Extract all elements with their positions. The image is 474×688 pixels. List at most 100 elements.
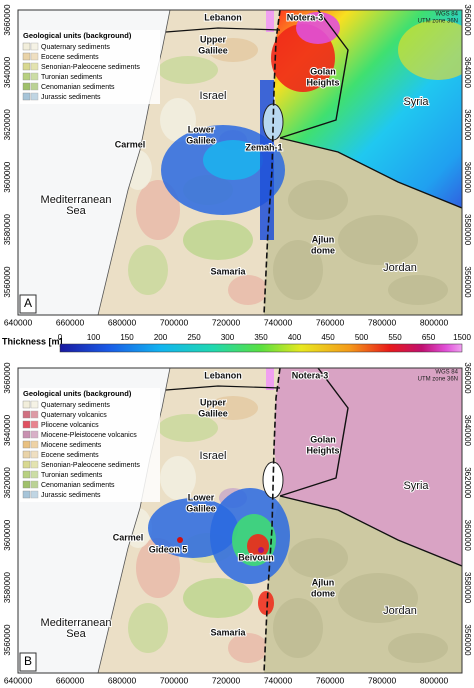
legend-title: Geological units (background) [23, 31, 132, 40]
colorbar-tick-label: 200 [154, 333, 168, 342]
colorbar-tick-label: 450 [321, 333, 335, 342]
legend-label: Cenomanian sediments [41, 84, 115, 91]
colorbar-tick-label: 100 [87, 333, 101, 342]
place-label: Mediterranean [41, 194, 112, 206]
well-column [266, 10, 274, 32]
border [279, 10, 349, 139]
place-label: Lower [188, 124, 215, 134]
place-label: Jordan [383, 605, 417, 617]
legend-label: Jurassic sediments [41, 492, 101, 499]
legend-swatch [22, 470, 31, 479]
legend-swatch [30, 420, 39, 429]
map-panel: Lebanon Notera-3UpperGalileeGolanHeightsS… [17, 367, 463, 674]
x-tick-label: 680000 [108, 317, 137, 327]
syria-golan [274, 368, 462, 566]
map-frame [17, 9, 463, 316]
border [279, 495, 462, 567]
colorbar-tick-label: 650 [422, 333, 436, 342]
place-label: Israel [200, 90, 227, 102]
place-label: Jordan [383, 262, 417, 274]
legend-swatch [30, 410, 39, 419]
place-label: Carmel [113, 532, 144, 542]
thickness-syria [398, 20, 462, 80]
geology-patch [128, 245, 168, 295]
well-column [266, 368, 274, 390]
place-label: Zemah-1 [245, 142, 282, 152]
place-label: Samaria [210, 627, 246, 637]
place-label: Notera-3 [292, 370, 329, 380]
legend-swatch [30, 400, 39, 409]
legend-swatch [30, 42, 39, 51]
y-tick-label: 3580000 [3, 571, 12, 603]
panel-label: A [24, 296, 32, 310]
thickness-high [247, 534, 269, 558]
legend-label: Senonian-Paleocene sediments [41, 462, 140, 469]
place-label: dome [311, 588, 335, 598]
y-tick-label: 3640000 [3, 56, 12, 88]
place-label: Syria [403, 96, 429, 108]
x-tick-label: 760000 [316, 675, 345, 685]
thickness-mid [203, 140, 263, 180]
legend-swatch [30, 62, 39, 71]
thickness-high [258, 591, 274, 615]
panel-label: B [24, 654, 32, 668]
legend-swatch [30, 72, 39, 81]
legend-label: Cenomanian sediments [41, 482, 115, 489]
x-tick-label: 660000 [56, 317, 85, 327]
legend-label: Eocene sediments [41, 54, 99, 61]
legend-label: Miocene sediments [41, 442, 102, 449]
map-panel: Lebanon Notera-3UpperGalileeGolanHeightsS… [17, 9, 463, 316]
border [279, 368, 349, 497]
legend-swatch [30, 480, 39, 489]
place-label: Lebanon [204, 370, 242, 380]
place-label: Lower [188, 492, 215, 502]
place-label: Notera-3 [287, 12, 324, 22]
x-tick-label: 640000 [4, 675, 33, 685]
legend: Geological units (background) Quaternary … [20, 30, 160, 104]
y-tick-label: 3560000 [463, 624, 472, 656]
place-label: Golan [310, 434, 336, 444]
colorbar-tick-label: 500 [355, 333, 369, 342]
legend-label: Senonian-Paleocene sediments [41, 64, 140, 71]
legend-swatch [30, 490, 39, 499]
jordan-relief [288, 180, 348, 220]
crs-label: WGS 84 [435, 370, 458, 376]
legend-swatch [22, 400, 31, 409]
border [165, 385, 281, 391]
thickness-peak [296, 12, 340, 44]
border [279, 137, 462, 209]
place-label: Galilee [198, 408, 228, 418]
y-tick-label: 3600000 [463, 162, 472, 194]
legend-swatch [30, 460, 39, 469]
place-label: Upper [200, 397, 227, 407]
x-tick-label: 780000 [368, 675, 397, 685]
x-tick-label: 740000 [264, 675, 293, 685]
y-tick-label: 3560000 [3, 266, 12, 298]
legend-label: Turonian sediments [41, 472, 103, 479]
legend-swatch [30, 470, 39, 479]
geology-patch [160, 456, 196, 500]
y-tick-label: 3640000 [463, 415, 472, 447]
x-tick-label: 720000 [212, 675, 241, 685]
colorbar-tick-label: 300 [221, 333, 235, 342]
place-label: Carmel [115, 139, 146, 149]
colorbar-tick-label: 550 [388, 333, 402, 342]
legend-label: Quaternary sediments [41, 402, 110, 409]
place-label: Syria [403, 480, 429, 492]
jordan-relief [288, 538, 348, 578]
x-tick-label: 800000 [420, 317, 449, 327]
y-tick-label: 3620000 [463, 109, 472, 141]
crs-label: WGS 84 [435, 12, 458, 18]
y-tick-label: 3580000 [463, 572, 472, 604]
geology-patch [183, 220, 253, 260]
legend-swatch [22, 480, 31, 489]
y-tick-label: 3660000 [3, 362, 12, 394]
place-label: Beivoun [238, 552, 274, 562]
place-label: Galilee [186, 135, 216, 145]
crs-label: UTM zone 36N [418, 19, 458, 25]
geology-patch [158, 414, 218, 442]
legend-box [20, 30, 160, 104]
legend-swatch [22, 410, 31, 419]
well [177, 537, 183, 543]
place-label: Sea [66, 205, 86, 217]
